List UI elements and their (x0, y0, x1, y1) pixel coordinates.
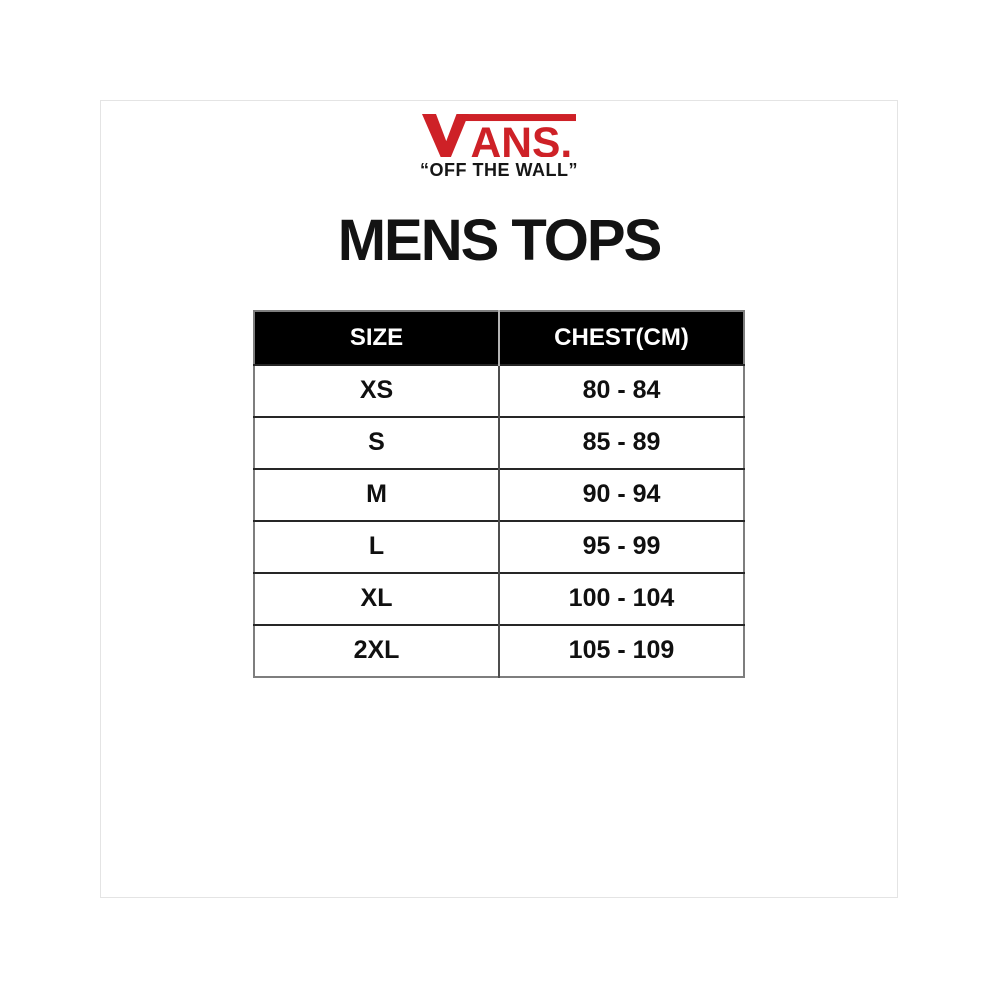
size-guide-card: ANS. “OFF THE WALL” MENS TOPS SIZE CHEST… (100, 100, 898, 898)
chest-column-header: CHEST(CM) (498, 310, 744, 365)
chest-cell: 85 - 89 (498, 415, 744, 469)
chest-cell: 95 - 99 (498, 519, 744, 573)
page-title: MENS TOPS (337, 207, 663, 273)
size-cell: XL (254, 571, 499, 625)
header-row: SIZE CHEST(CM) (254, 310, 744, 365)
vans-bar-icon (462, 114, 576, 122)
vans-logo: ANS. “OFF THE WALL” (420, 114, 578, 182)
brand-tagline: “OFF THE WALL” (420, 160, 578, 180)
chest-cell: 105 - 109 (498, 623, 744, 677)
table-row: 2XL 105 - 109 (254, 623, 744, 677)
size-cell: S (254, 415, 499, 469)
size-column-header: SIZE (254, 310, 499, 365)
size-cell: L (254, 519, 499, 573)
chest-cell: 90 - 94 (498, 467, 744, 521)
table-row: S 85 - 89 (254, 415, 744, 469)
table-row: XS 80 - 84 (254, 363, 744, 417)
chest-cell: 100 - 104 (498, 571, 744, 625)
size-chart-body: XS 80 - 84 S 85 - 89 M 90 - 94 L 95 - 99… (254, 363, 744, 677)
table-row: L 95 - 99 (254, 519, 744, 573)
vans-logo-letters: ANS. (471, 119, 573, 157)
size-cell: 2XL (254, 623, 499, 677)
size-chart-table: SIZE CHEST(CM) XS 80 - 84 S 85 - 89 M 90… (253, 309, 745, 678)
size-chart-header: SIZE CHEST(CM) (254, 310, 744, 365)
vans-v-icon (421, 114, 469, 157)
chest-cell: 80 - 84 (498, 363, 744, 417)
table-row: M 90 - 94 (254, 467, 744, 521)
table-row: XL 100 - 104 (254, 571, 744, 625)
vans-logo-icon: ANS. (421, 114, 576, 157)
size-cell: M (254, 467, 499, 521)
size-cell: XS (254, 363, 499, 417)
